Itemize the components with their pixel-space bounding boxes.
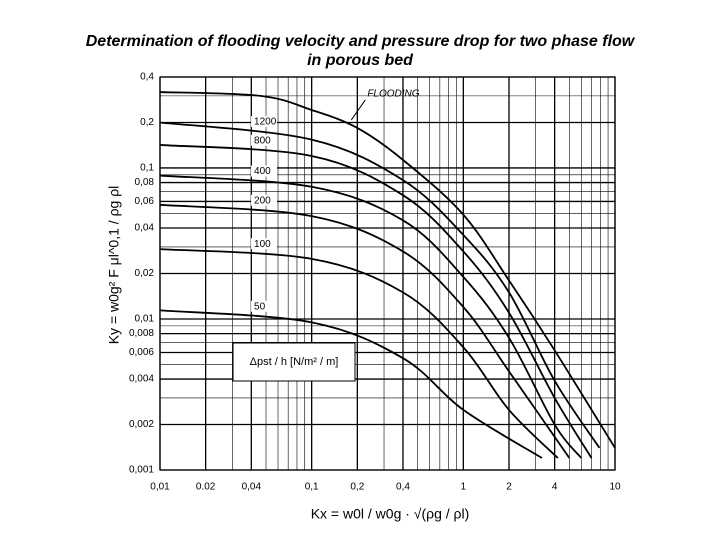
label-leader — [350, 99, 366, 121]
y-tick-label: 0,006 — [129, 347, 154, 358]
series-line — [159, 203, 571, 459]
x-tick-label: 0.02 — [196, 482, 216, 493]
x-tick-label: 2 — [506, 482, 512, 493]
x-axis-label: Kx = w0l / w0g · √(ρg / ρl) — [311, 506, 470, 522]
series-line — [159, 174, 583, 459]
y-tick-label: 0,1 — [140, 163, 154, 174]
y-axis-label: Ky = w0g² F μl^0,1 / ρg ρl — [106, 186, 122, 345]
y-tick-label: 0,008 — [129, 328, 154, 339]
label-bg — [251, 116, 278, 128]
label-bg — [251, 194, 278, 206]
label-bg — [251, 300, 278, 312]
x-tick-label: 0,04 — [242, 482, 262, 493]
x-tick-label: 1 — [461, 482, 467, 493]
unit-box — [232, 342, 356, 382]
series-line — [159, 248, 559, 459]
series-label: 800 — [254, 135, 271, 146]
y-tick-label: 0,4 — [140, 72, 154, 83]
series-label: 100 — [254, 239, 271, 250]
series-line — [159, 309, 543, 459]
y-tick-label: 0,04 — [135, 223, 155, 234]
chart-subtitle: in porous bed — [307, 52, 414, 69]
x-tick-label: 0,2 — [350, 482, 364, 493]
label-bg — [251, 134, 278, 146]
series-label: FLOODING — [367, 89, 419, 100]
y-tick-label: 0,002 — [129, 419, 154, 430]
unit-label: Δpst / h [N/m² / m] — [250, 356, 339, 368]
label-bg — [251, 165, 278, 177]
x-tick-label: 0,4 — [396, 482, 410, 493]
y-tick-label: 0,01 — [135, 314, 155, 325]
series-line — [159, 91, 616, 449]
series-label: 1200 — [254, 117, 277, 128]
y-tick-label: 0,001 — [129, 465, 154, 476]
series-label: 200 — [254, 195, 271, 206]
y-tick-label: 0,2 — [140, 117, 154, 128]
y-tick-label: 0,08 — [135, 177, 155, 188]
series-line — [159, 144, 593, 459]
series-label: 400 — [254, 166, 271, 177]
y-tick-label: 0,06 — [135, 196, 155, 207]
y-tick-label: 0,02 — [135, 268, 155, 279]
y-tick-label: 0,004 — [129, 374, 154, 385]
series-label: 50 — [254, 301, 266, 312]
chart-title: Determination of flooding velocity and p… — [86, 33, 636, 50]
label-bg — [251, 238, 278, 250]
series-line — [159, 121, 601, 449]
x-tick-label: 4 — [552, 482, 558, 493]
x-tick-label: 10 — [609, 482, 621, 493]
x-tick-label: 0,01 — [150, 482, 170, 493]
x-tick-label: 0,1 — [305, 482, 319, 493]
